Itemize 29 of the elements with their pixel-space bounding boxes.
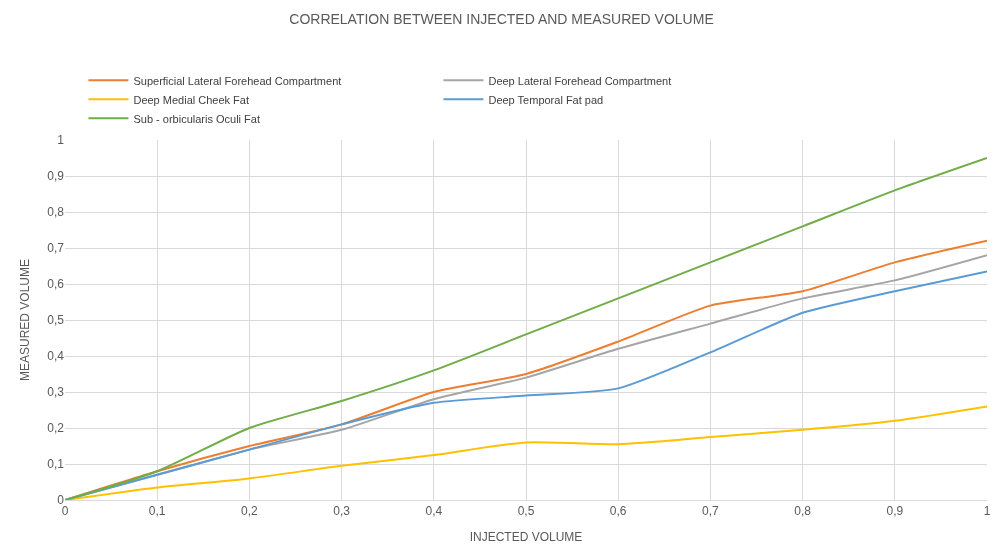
x-tick-label: 0,9 <box>886 504 904 519</box>
legend-label: Deep Medial Cheek Fat <box>133 93 249 106</box>
y-tick-label: 0,3 <box>47 385 65 400</box>
y-tick-label: 0,7 <box>47 241 65 256</box>
legend-label: Deep Temporal Fat pad <box>488 93 604 106</box>
y-tick-label: 0,2 <box>47 421 65 436</box>
x-tick-label: 0,7 <box>702 504 720 519</box>
x-tick-label: 0,5 <box>517 504 535 519</box>
x-tick-label: 0,6 <box>609 504 627 519</box>
y-tick-label: 0,4 <box>47 349 65 364</box>
legend-label: Sub - orbicularis Oculi Fat <box>133 112 260 125</box>
x-tick-label: 0,3 <box>333 504 351 519</box>
chart-title: CORRELATION BETWEEN INJECTED AND MEASURED VOLUME <box>289 10 714 27</box>
y-tick-label: 0,6 <box>47 277 65 292</box>
legend-label: Superficial Lateral Forehead Compartment <box>133 74 342 87</box>
legend-label: Deep Lateral Forehead Compartment <box>488 74 672 87</box>
y-tick-label: 0,9 <box>47 169 65 184</box>
y-tick-label: 0,1 <box>47 457 65 472</box>
y-axis-title: MEASURED VOLUME <box>17 258 32 382</box>
x-tick-label: 0,1 <box>148 504 166 519</box>
line-series <box>65 157 987 500</box>
y-tick-label: 0,5 <box>47 313 65 328</box>
x-tick-label: 0,8 <box>794 504 812 519</box>
x-tick-label: 0,4 <box>425 504 443 519</box>
x-tick-label: 0,2 <box>241 504 259 519</box>
x-tick-label: 1 <box>983 504 991 519</box>
y-tick-label: 1 <box>57 133 65 148</box>
y-tick-label: 0,8 <box>47 205 65 220</box>
x-axis-title: INJECTED VOLUME <box>469 530 583 545</box>
